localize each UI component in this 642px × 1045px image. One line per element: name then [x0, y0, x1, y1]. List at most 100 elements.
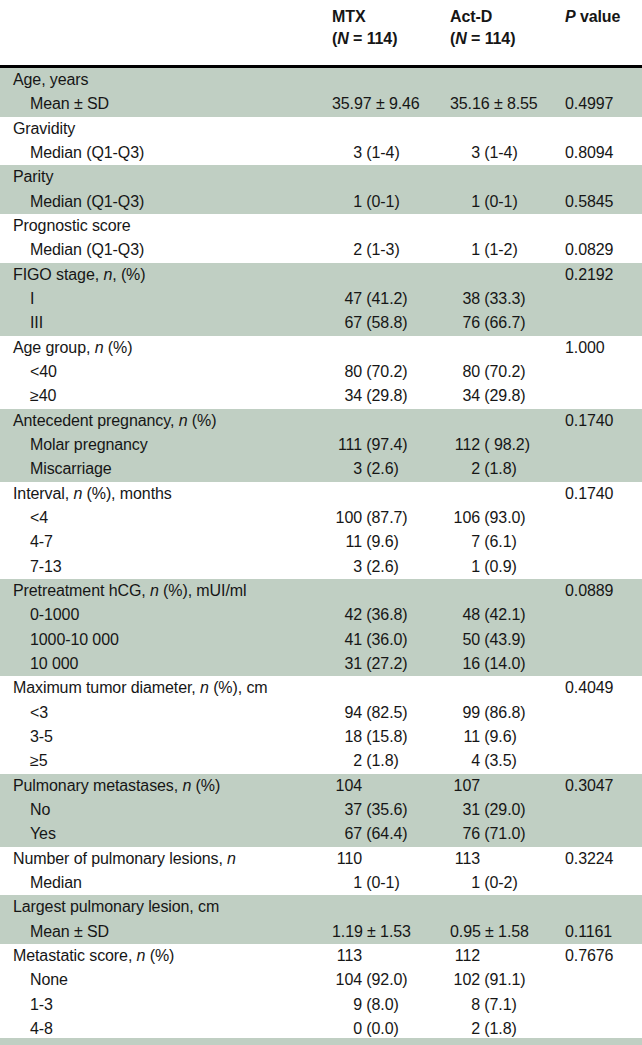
table-row: III67 (58.8)76 (66.7) — [0, 311, 642, 335]
value-count: 41 — [332, 631, 362, 649]
row-label: Prognostic score — [0, 217, 332, 235]
mtx-group-name: MTX — [332, 8, 365, 25]
value-count: 76 — [450, 314, 480, 332]
value-count: 1 — [450, 193, 480, 211]
actd-value: 0.95 ± 1.58 — [450, 923, 565, 941]
value-count: 18 — [332, 728, 362, 746]
table-row: Parity — [0, 165, 642, 189]
mtx-value: 80 (70.2) — [332, 363, 450, 381]
p-value: 0.7676 — [565, 947, 642, 965]
value-count: 104 — [332, 971, 362, 989]
value-percent: (3.5) — [480, 752, 517, 770]
value-percent: (6.1) — [480, 533, 517, 551]
actd-value: 2 (1.8) — [450, 460, 565, 478]
row-label: <40 — [0, 363, 332, 381]
table-row: Mean ± SD1.19 ± 1.530.95 ± 1.580.1161 — [0, 919, 642, 943]
value-percent: (0-1) — [480, 193, 518, 211]
value-percent: (41.2) — [362, 290, 408, 308]
header-pvalue-column: P value — [565, 6, 642, 65]
actd-value: 76 (66.7) — [450, 314, 565, 332]
value-percent: (92.0) — [362, 971, 408, 989]
row-label: I — [0, 290, 332, 308]
table-row: Age, years — [0, 68, 642, 92]
row-label: Median (Q1-Q3) — [0, 241, 332, 259]
table-row: Mean ± SD35.97 ± 9.4635.16 ± 8.550.4997 — [0, 92, 642, 116]
actd-sample-size: (N = 114) — [450, 30, 515, 47]
value-count: 9 — [332, 996, 362, 1014]
mtx-value: 9 (8.0) — [332, 996, 450, 1014]
value-count: 3 — [450, 144, 480, 162]
value-percent: (1-2) — [480, 241, 518, 259]
header-actd-column: Act-D(N = 114) — [450, 6, 565, 65]
mtx-value: 41 (36.0) — [332, 631, 450, 649]
actd-value: 106 (93.0) — [450, 509, 565, 527]
table-row: 0-100042 (36.8)48 (42.1) — [0, 603, 642, 627]
value-count: 67 — [332, 825, 362, 843]
value-count: 76 — [450, 825, 480, 843]
p-value: 0.5845 — [565, 193, 642, 211]
table-header-row: MTX (N = 114) Act-D(N = 114) P value — [0, 0, 642, 68]
value-count: 1 — [332, 874, 362, 892]
value-count: 11 — [450, 728, 480, 746]
row-label: Median (Q1-Q3) — [0, 193, 332, 211]
table-row: 7-133 (2.6)1 (0.9) — [0, 555, 642, 579]
actd-value: 112 — [450, 947, 565, 965]
actd-value: 7 (6.1) — [450, 533, 565, 551]
value-percent: (33.3) — [480, 290, 526, 308]
value-count: 34 — [332, 387, 362, 405]
row-label: Median — [0, 874, 332, 892]
table-row: Metastatic score, n (%)1131120.7676 — [0, 944, 642, 968]
value-percent: (0-2) — [480, 874, 518, 892]
value-count: 102 — [450, 971, 480, 989]
row-label: 3-5 — [0, 728, 332, 746]
actd-value: 80 (70.2) — [450, 363, 565, 381]
table-row: 10 00031 (27.2)16 (14.0) — [0, 652, 642, 676]
value-count: 104 — [332, 777, 362, 795]
mtx-value: 67 (64.4) — [332, 825, 450, 843]
p-value: 0.0889 — [565, 582, 642, 600]
row-label: Maximum tumor diameter, n (%), cm — [0, 679, 332, 697]
table-row: I47 (41.2)38 (33.3) — [0, 287, 642, 311]
value-count: 94 — [332, 704, 362, 722]
value-percent: (66.7) — [480, 314, 526, 332]
actd-value: 1 (0-1) — [450, 193, 565, 211]
row-label: 7-13 — [0, 558, 332, 576]
value-percent: (1-4) — [480, 144, 518, 162]
p-value: 0.1161 — [565, 923, 642, 941]
value-count: 67 — [332, 314, 362, 332]
row-label: Pretreatment hCG, n (%), mUI/ml — [0, 582, 332, 600]
mtx-value: 2 (1.8) — [332, 752, 450, 770]
value-count: 11 — [332, 533, 362, 551]
row-label: 4-7 — [0, 533, 332, 551]
value-count: 8 — [450, 996, 480, 1014]
value-percent: (1-4) — [362, 144, 400, 162]
actd-value: 1 (0-2) — [450, 874, 565, 892]
value-count: 38 — [450, 290, 480, 308]
p-value: 0.4049 — [565, 679, 642, 697]
mtx-value: 104 (92.0) — [332, 971, 450, 989]
value-count: 1 — [332, 193, 362, 211]
actd-value: 50 (43.9) — [450, 631, 565, 649]
table-row: Prognostic score — [0, 214, 642, 238]
value-count: 2 — [450, 460, 480, 478]
value-percent: (14.0) — [480, 655, 526, 673]
value-percent: (82.5) — [362, 704, 408, 722]
value-percent: ± 1.58 — [481, 923, 529, 941]
value-count: 3 — [332, 558, 362, 576]
next-section-partial-row — [0, 1038, 642, 1045]
value-count: 80 — [450, 363, 480, 381]
actd-value: 8 (7.1) — [450, 996, 565, 1014]
actd-value: 76 (71.0) — [450, 825, 565, 843]
value-percent: (2.6) — [362, 558, 399, 576]
mtx-value: 42 (36.8) — [332, 606, 450, 624]
value-percent: (1.8) — [480, 1020, 517, 1038]
header-label-column — [0, 6, 332, 65]
value-percent: (1.8) — [362, 752, 399, 770]
row-label: III — [0, 314, 332, 332]
row-label: 0-1000 — [0, 606, 332, 624]
value-count: 2 — [332, 752, 362, 770]
value-count: 107 — [450, 777, 480, 795]
value-percent: (36.8) — [362, 606, 408, 624]
table-row: Antecedent pregnancy, n (%)0.1740 — [0, 409, 642, 433]
p-value: 0.8094 — [565, 144, 642, 162]
